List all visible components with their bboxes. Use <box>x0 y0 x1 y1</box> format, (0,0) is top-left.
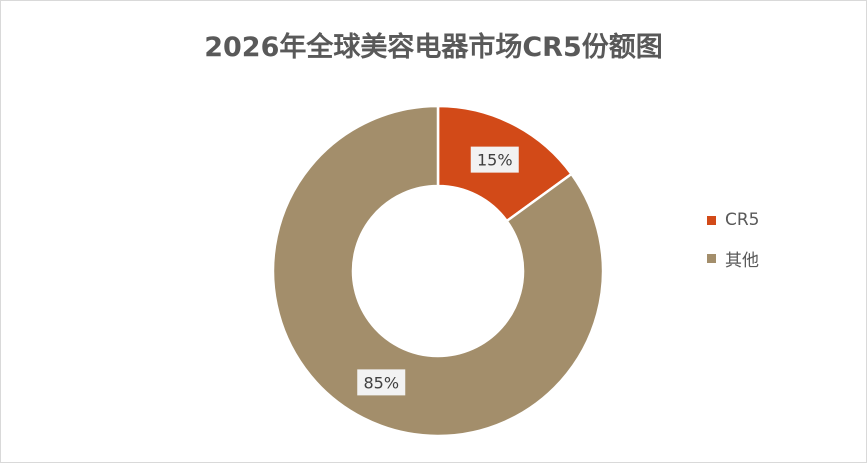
legend-label-cr5: CR5 <box>725 210 760 230</box>
legend-item-other: 其他 <box>707 246 759 271</box>
data-label-box <box>470 146 519 173</box>
legend-item-cr5: CR5 <box>707 210 760 230</box>
legend-swatch-other <box>707 254 716 263</box>
legend-label-other: 其他 <box>725 251 759 271</box>
legend-swatch-cr5 <box>707 215 716 225</box>
data-label-other: 85% <box>357 369 406 396</box>
slice-other <box>271 104 605 438</box>
data-label-box <box>357 369 406 396</box>
data-label-text: 85% <box>363 373 399 392</box>
data-label-text: 15% <box>477 151 513 170</box>
chart-title: 2026年全球美容电器市场CR5份额图 <box>204 32 663 63</box>
data-label-cr5: 15% <box>470 146 519 173</box>
